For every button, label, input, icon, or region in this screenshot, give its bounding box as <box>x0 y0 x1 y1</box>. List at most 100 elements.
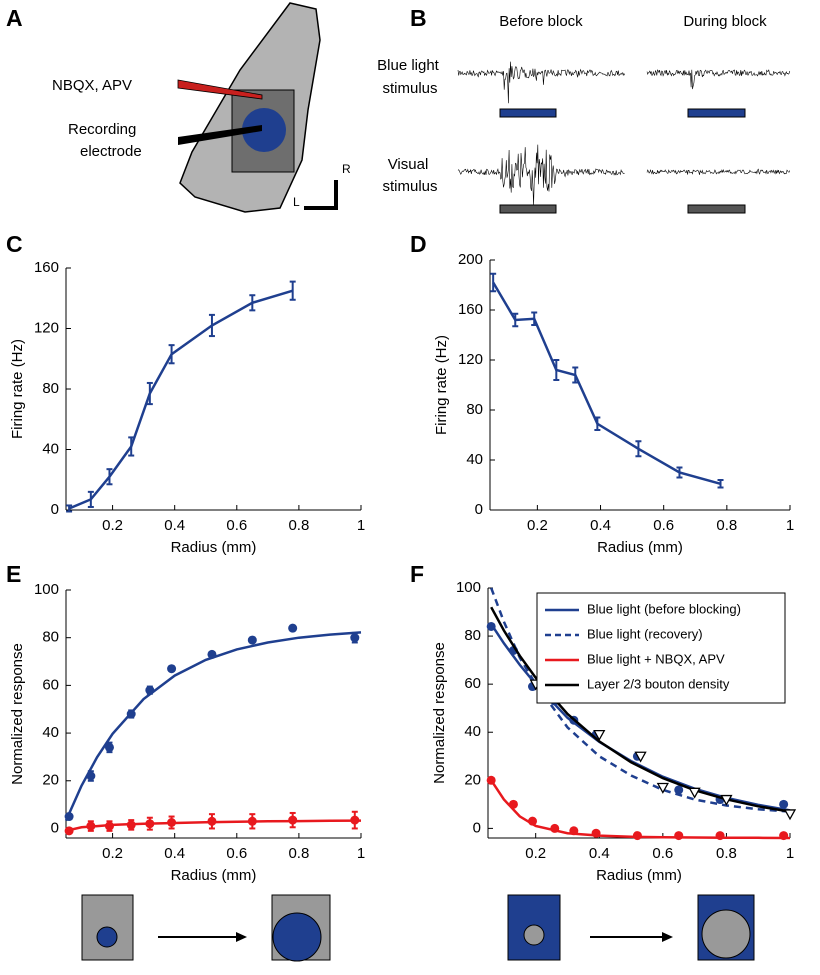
x-tick-label: 0.8 <box>288 845 309 862</box>
y-tick-label: 20 <box>464 771 481 788</box>
x-tick-label: 0.6 <box>653 517 674 534</box>
data-point <box>785 810 795 819</box>
legend-label: Blue light + NBQX, APV <box>587 651 725 666</box>
data-point <box>105 743 114 752</box>
data-point <box>487 622 496 631</box>
data-point <box>550 824 559 833</box>
data-point <box>127 710 136 719</box>
data-point <box>127 820 136 829</box>
panel-label: F <box>410 561 424 587</box>
x-tick-label: 1 <box>357 517 365 534</box>
x-tick-label: 0.8 <box>716 845 737 862</box>
stimulus-bar <box>688 205 745 213</box>
data-point <box>288 816 297 825</box>
panel-label: B <box>410 5 427 31</box>
data-point <box>528 817 537 826</box>
x-tick-label: 0.6 <box>226 845 247 862</box>
y-tick-label: 0 <box>51 819 59 836</box>
x-tick-label: 0.6 <box>226 517 247 534</box>
data-point <box>716 831 725 840</box>
data-point <box>633 831 642 840</box>
x-tick-label: 0.8 <box>716 517 737 534</box>
x-tick-label: 0.2 <box>102 517 123 534</box>
error-bar <box>106 469 112 484</box>
spike-trace <box>458 62 625 104</box>
schematic-spot <box>524 925 544 945</box>
legend-label: Blue light (recovery) <box>587 626 703 641</box>
x-axis-label: Radius (mm) <box>597 539 683 556</box>
row-label: stimulus <box>382 80 437 97</box>
data-line <box>493 283 720 484</box>
data-point <box>592 829 601 838</box>
data-point <box>509 800 518 809</box>
y-tick-label: 40 <box>42 440 59 457</box>
data-line <box>69 291 293 509</box>
data-point <box>65 812 74 821</box>
x-axis-label: Radius (mm) <box>596 867 682 884</box>
data-point <box>65 826 74 835</box>
data-point <box>105 822 114 831</box>
schematic-spot <box>702 910 750 958</box>
y-axis-label: Normalized response <box>9 643 26 785</box>
panel-label: A <box>6 5 23 31</box>
data-point <box>350 633 359 642</box>
y-tick-label: 80 <box>42 380 59 397</box>
y-tick-label: 0 <box>475 501 483 518</box>
stimulus-bar <box>688 109 745 117</box>
orientation-l: L <box>293 195 300 209</box>
data-point <box>569 826 578 835</box>
error-bar <box>490 274 496 292</box>
x-axis-label: Radius (mm) <box>171 867 257 884</box>
electrode-label: electrode <box>80 143 142 160</box>
x-tick-label: 0.2 <box>527 517 548 534</box>
x-tick-label: 0.8 <box>288 517 309 534</box>
legend-label: Blue light (before blocking) <box>587 601 741 616</box>
fit-line <box>491 780 790 838</box>
data-point <box>350 816 359 825</box>
y-axis-label: Normalized response <box>431 642 448 784</box>
data-point <box>167 818 176 827</box>
y-tick-label: 100 <box>456 579 481 596</box>
spike-trace <box>647 169 790 175</box>
x-tick-label: 0.2 <box>525 845 546 862</box>
y-tick-label: 80 <box>464 627 481 644</box>
data-point <box>167 664 176 673</box>
schematic-spot <box>97 927 117 947</box>
arrow-head <box>236 932 247 942</box>
data-point <box>207 817 216 826</box>
data-point <box>779 831 788 840</box>
data-point <box>86 772 95 781</box>
schematic-spot <box>273 913 321 961</box>
row-label: stimulus <box>382 178 437 195</box>
data-point <box>145 686 154 695</box>
y-tick-label: 40 <box>466 451 483 468</box>
row-label: Blue light <box>377 57 440 74</box>
x-tick-label: 0.2 <box>102 845 123 862</box>
x-tick-label: 0.4 <box>164 845 185 862</box>
y-tick-label: 80 <box>466 401 483 418</box>
y-tick-label: 40 <box>464 723 481 740</box>
x-tick-label: 0.4 <box>589 845 610 862</box>
x-tick-label: 0.4 <box>590 517 611 534</box>
data-point <box>145 819 154 828</box>
spike-trace <box>458 145 625 206</box>
panel-label: D <box>410 231 427 257</box>
arrow-head <box>662 932 673 942</box>
column-label: During block <box>683 13 767 30</box>
drug-label: NBQX, APV <box>52 77 132 94</box>
spike-trace <box>647 70 790 89</box>
row-label: Visual <box>388 156 429 173</box>
y-axis-label: Firing rate (Hz) <box>9 339 26 439</box>
column-label: Before block <box>499 13 583 30</box>
y-tick-label: 0 <box>51 501 59 518</box>
y-tick-label: 60 <box>42 676 59 693</box>
electrode-label: Recording <box>68 121 136 138</box>
data-point <box>690 788 700 797</box>
fit-line <box>66 632 361 820</box>
data-point <box>288 624 297 633</box>
y-tick-label: 200 <box>458 251 483 268</box>
data-point <box>207 650 216 659</box>
x-axis-label: Radius (mm) <box>171 539 257 556</box>
y-tick-label: 80 <box>42 629 59 646</box>
x-tick-label: 0.6 <box>652 845 673 862</box>
